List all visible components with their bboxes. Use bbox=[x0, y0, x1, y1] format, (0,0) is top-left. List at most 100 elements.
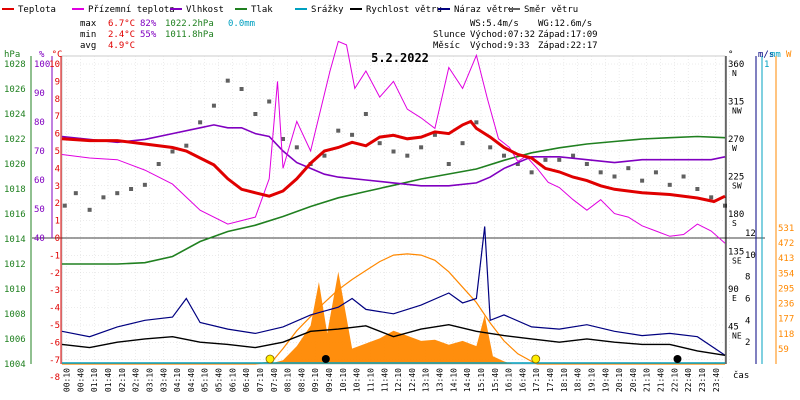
w-tick: 472 bbox=[778, 239, 794, 249]
time-tick: 14:40 bbox=[463, 368, 472, 392]
c-tick: 3 bbox=[55, 182, 60, 192]
pct-tick: 50 bbox=[34, 205, 45, 215]
w-tick: 177 bbox=[778, 315, 794, 325]
wind-dir-point bbox=[73, 191, 78, 196]
dir-letter: NE bbox=[732, 332, 742, 341]
time-tick: 19:40 bbox=[601, 368, 610, 392]
time-tick: 18:10 bbox=[560, 368, 569, 392]
time-tick: 12:10 bbox=[394, 368, 403, 392]
hpa-tick: 1026 bbox=[4, 85, 26, 95]
ms-tick: 4 bbox=[745, 316, 750, 326]
time-tick: 20:10 bbox=[615, 368, 624, 392]
time-tick: 18:40 bbox=[574, 368, 583, 392]
wind-dir-point bbox=[446, 162, 451, 166]
c-tick: 1 bbox=[55, 217, 60, 227]
c-tick: 0 bbox=[55, 234, 60, 244]
sun-rise: Východ:07:32 bbox=[470, 30, 535, 40]
stat-press: 1022.2hPa bbox=[165, 19, 214, 29]
wind-dir-point bbox=[419, 145, 424, 150]
w-tick: 59 bbox=[778, 345, 789, 355]
w-tick: 413 bbox=[778, 254, 794, 264]
wind-dir-point bbox=[184, 143, 189, 148]
pct-tick: 70 bbox=[34, 147, 45, 157]
time-tick: 03:40 bbox=[159, 368, 168, 392]
c-tick: 2 bbox=[55, 199, 60, 209]
time-tick: 13:10 bbox=[422, 368, 431, 392]
time-tick: 09:40 bbox=[325, 368, 334, 392]
dir-letter: SW bbox=[732, 182, 742, 191]
hpa-tick: 1016 bbox=[4, 210, 26, 220]
mm-tick: 1 bbox=[764, 60, 769, 70]
wind-dir-point bbox=[253, 112, 258, 116]
time-tick: 04:40 bbox=[187, 368, 196, 392]
c-tick: 9 bbox=[55, 77, 60, 87]
sun-label: Slunce bbox=[433, 30, 466, 40]
time-tick: 00:40 bbox=[76, 368, 85, 392]
axis-title-w: W bbox=[786, 50, 792, 60]
time-tick: 04:10 bbox=[173, 368, 182, 392]
time-tick: 10:40 bbox=[353, 368, 362, 392]
hpa-tick: 1008 bbox=[4, 310, 26, 320]
moon-set: Západ:22:17 bbox=[538, 41, 598, 51]
dir-tick: 180 bbox=[728, 210, 744, 220]
wind-dir-point bbox=[709, 195, 714, 200]
wind-dir-point bbox=[405, 153, 410, 158]
time-tick: 02:40 bbox=[132, 368, 141, 392]
time-tick: 08:10 bbox=[284, 368, 293, 392]
time-tick: 05:40 bbox=[215, 368, 224, 392]
time-tick: 11:10 bbox=[366, 368, 375, 392]
c-tick: -7 bbox=[49, 356, 60, 366]
w-tick: 236 bbox=[778, 300, 794, 310]
wind-dir-point bbox=[281, 137, 285, 141]
wind-dir-point bbox=[460, 141, 465, 146]
pct-tick: 80 bbox=[34, 118, 45, 128]
sun-marker bbox=[531, 354, 541, 364]
c-tick: 8 bbox=[55, 95, 60, 105]
ms-tick: 2 bbox=[745, 338, 750, 348]
time-tick: 03:10 bbox=[145, 368, 154, 392]
wind-dir-point bbox=[391, 149, 396, 154]
moon-label: Měsíc bbox=[433, 41, 460, 51]
dir-letter: W bbox=[732, 144, 737, 153]
ms-tick: 8 bbox=[745, 273, 750, 283]
legend-label: Rychlost větru bbox=[366, 5, 442, 15]
time-tick: 16:40 bbox=[518, 368, 527, 392]
wind-dir-point bbox=[681, 174, 686, 179]
ground-temp-line bbox=[61, 40, 726, 244]
c-tick: 10 bbox=[49, 60, 60, 70]
hpa-tick: 1010 bbox=[4, 285, 26, 295]
stat-temp: 2.4°C bbox=[108, 30, 135, 40]
time-tick: 08:40 bbox=[297, 368, 306, 392]
stat-hum: 55% bbox=[140, 30, 157, 40]
time-tick: 22:40 bbox=[684, 368, 693, 392]
wind-dir-point bbox=[584, 162, 589, 166]
wind-dir-point bbox=[62, 203, 67, 208]
wind-dir-point bbox=[502, 153, 506, 158]
wind-dir-point bbox=[142, 182, 147, 187]
wind-dir-point bbox=[488, 145, 493, 150]
wind-gust-line bbox=[61, 226, 726, 356]
wind-dir-point bbox=[336, 128, 341, 133]
sun-marker bbox=[265, 354, 275, 364]
wind-dir-point bbox=[543, 157, 548, 162]
legend-label: Srážky bbox=[311, 5, 344, 15]
hpa-tick: 1024 bbox=[4, 110, 26, 120]
hpa-tick: 1020 bbox=[4, 160, 26, 170]
c-tick: -5 bbox=[49, 321, 60, 331]
wind-dir-point bbox=[432, 132, 437, 137]
time-tick: 23:10 bbox=[698, 368, 707, 392]
wind-dir-point bbox=[211, 103, 216, 108]
time-tick: 15:40 bbox=[491, 368, 500, 392]
w-tick: 118 bbox=[778, 330, 794, 340]
pct-tick: 40 bbox=[34, 234, 45, 244]
axis-title-ms: m/s bbox=[758, 50, 774, 60]
wind-dir-point bbox=[529, 170, 534, 175]
time-tick: 13:40 bbox=[436, 368, 445, 392]
time-tick: 21:10 bbox=[643, 368, 652, 392]
ms-tick: 6 bbox=[745, 295, 750, 305]
plot-area bbox=[61, 55, 726, 365]
humidity-line bbox=[61, 124, 726, 187]
c-tick: 7 bbox=[55, 112, 60, 122]
chart-title: 5.2.2022 bbox=[371, 51, 429, 65]
